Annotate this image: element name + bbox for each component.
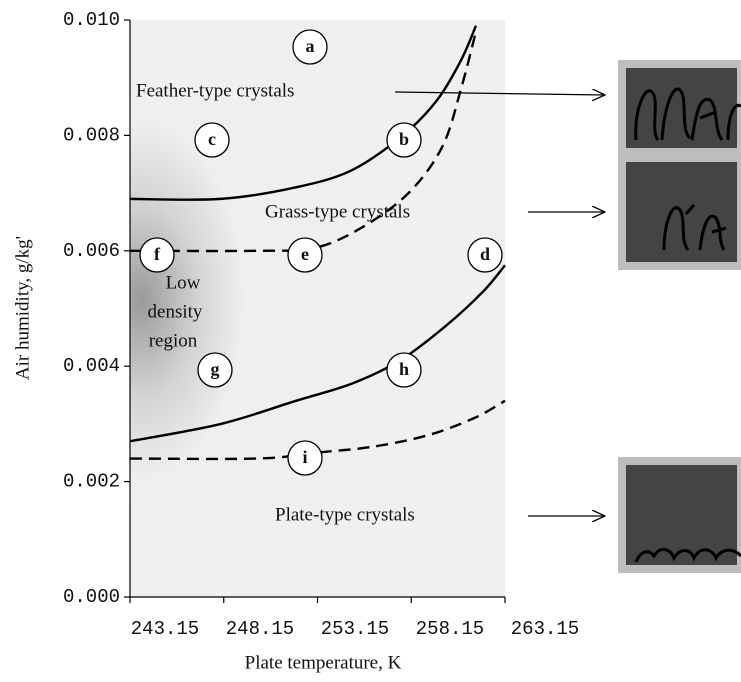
region-marker: [287, 440, 323, 476]
crystal-image: [618, 60, 741, 156]
x-tick-label: 253.15: [321, 618, 389, 640]
y-tick-label: 0.008: [63, 124, 120, 146]
region-marker: [287, 237, 323, 273]
region-marker: [194, 122, 230, 158]
annotation: Low: [166, 272, 201, 293]
annotation: density: [148, 301, 203, 322]
y-axis-label: Air humidity, g/kg': [12, 236, 33, 380]
region-label: i: [302, 447, 307, 467]
region-marker: [292, 29, 328, 65]
y-tick-label: 0.004: [63, 355, 120, 377]
region-label: b: [399, 129, 409, 149]
region-label: h: [399, 359, 409, 379]
y-tick-label: 0.006: [63, 240, 120, 262]
x-tick-label: 243.15: [131, 618, 199, 640]
region-marker: [197, 352, 233, 388]
region-label: d: [480, 244, 490, 264]
y-tick-label: 0.000: [63, 586, 120, 608]
crystal-image: [618, 154, 741, 270]
boundary-line: [129, 25, 478, 201]
region-label: c: [208, 129, 216, 149]
x-tick-label: 258.15: [416, 618, 484, 640]
x-tick-label: 248.15: [226, 618, 294, 640]
region-marker: [139, 237, 175, 273]
y-tick-label: 0.002: [63, 471, 120, 493]
y-tick-label: 0.010: [63, 9, 120, 31]
crystal-image: [618, 457, 741, 573]
boundary-line: [129, 31, 478, 253]
x-axis-label: Plate temperature, K: [245, 652, 402, 673]
region-label: a: [306, 36, 315, 56]
annotation: region: [149, 330, 198, 351]
arrow: [394, 92, 605, 95]
annotation: Plate-type crystals: [275, 504, 415, 525]
region-marker: [386, 352, 422, 388]
region-label: f: [154, 244, 161, 264]
region-marker: [386, 122, 422, 158]
boundary-line: [129, 399, 506, 461]
annotation: Feather-type crystals: [136, 80, 294, 101]
x-tick-label: 263.15: [511, 618, 579, 640]
annotation: Grass-type crystals: [265, 201, 410, 222]
region-label: g: [211, 359, 220, 379]
boundary-line: [129, 264, 506, 443]
low-density-shade: [130, 100, 360, 500]
region-label: e: [301, 244, 309, 264]
region-marker: [467, 237, 503, 273]
